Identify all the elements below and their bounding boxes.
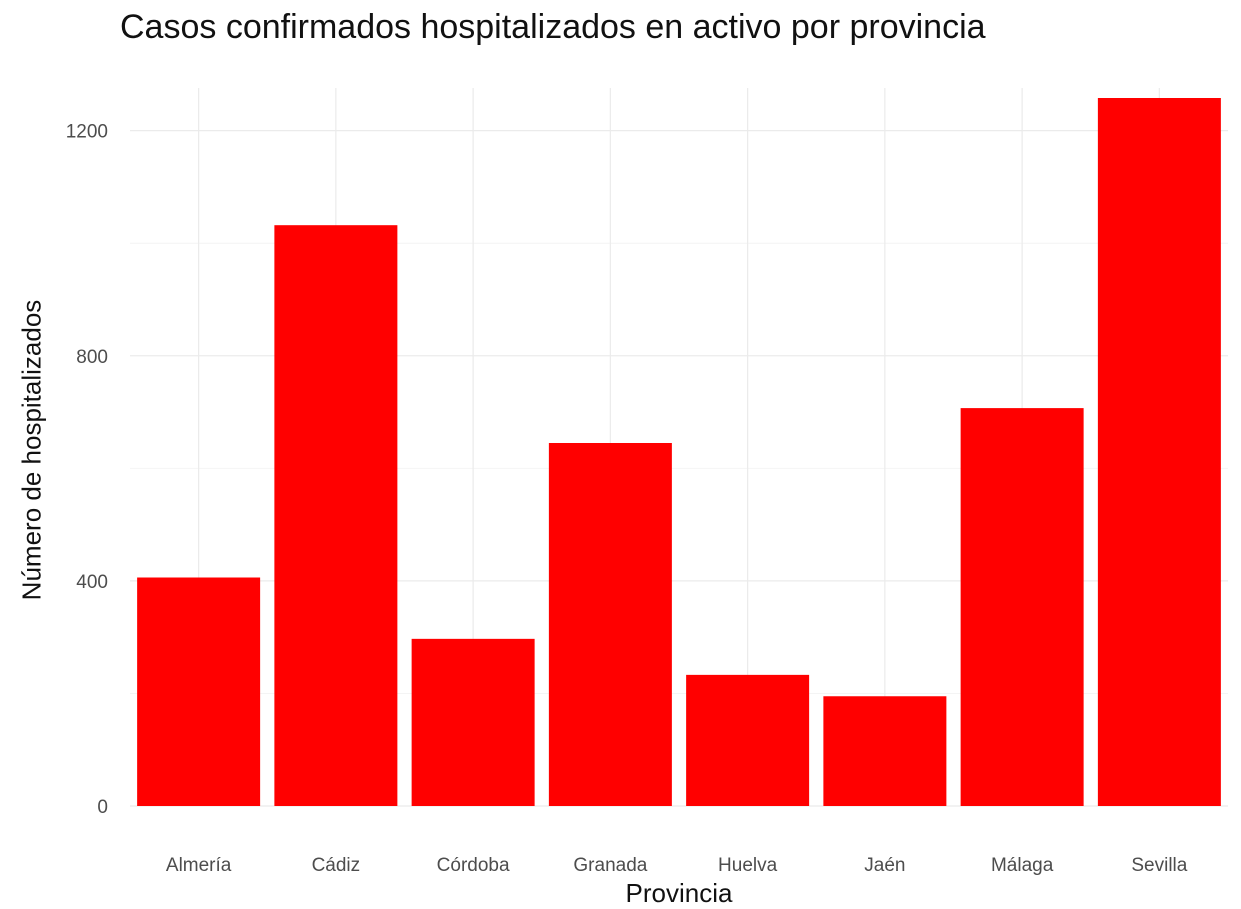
y-tick-label: 400 <box>76 572 108 593</box>
x-axis-ticks: Almería Cádiz Córdoba Granada Huelva Jaén Mála… <box>166 855 1188 876</box>
x-tick-label: Huelva <box>718 855 778 876</box>
y-tick-label: 800 <box>76 347 108 368</box>
bars <box>137 98 1221 806</box>
y-axis-ticks: 0 400 800 1200 <box>66 122 108 818</box>
bar-cádiz <box>274 225 398 806</box>
x-tick-label: Málaga <box>991 855 1054 876</box>
x-tick-label: Granada <box>573 855 647 876</box>
x-tick-label: Jaén <box>864 855 905 876</box>
bar-granada <box>548 442 672 806</box>
bar-málaga <box>960 408 1084 806</box>
chart-title: Casos confirmados hospitalizados en acti… <box>120 8 986 46</box>
bar-huelva <box>686 674 810 806</box>
y-tick-label: 1200 <box>66 122 108 143</box>
bar-córdoba <box>411 638 535 806</box>
bar-almería <box>137 577 261 806</box>
x-tick-label: Córdoba <box>437 855 510 876</box>
y-tick-label: 0 <box>97 797 108 818</box>
x-axis-label: Provincia <box>625 878 733 908</box>
x-tick-label: Almería <box>166 855 232 876</box>
bar-jaén <box>823 696 947 806</box>
bar-sevilla <box>1097 98 1221 806</box>
x-tick-label: Cádiz <box>312 855 361 876</box>
x-tick-label: Sevilla <box>1131 855 1187 876</box>
